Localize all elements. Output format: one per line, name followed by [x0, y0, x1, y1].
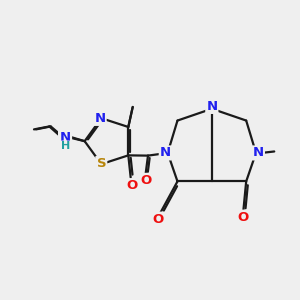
Text: N: N [206, 100, 218, 113]
Text: N: N [253, 146, 264, 159]
Text: N: N [59, 130, 70, 143]
Text: N: N [94, 112, 105, 125]
Text: S: S [97, 157, 106, 170]
Text: N: N [94, 112, 105, 125]
Text: O: O [140, 174, 151, 187]
Text: H: H [61, 142, 70, 152]
Text: N: N [60, 130, 71, 143]
Text: N: N [160, 146, 171, 159]
Text: O: O [153, 213, 164, 226]
Text: O: O [238, 211, 249, 224]
Text: S: S [97, 157, 106, 170]
Text: O: O [127, 179, 138, 192]
Text: H: H [60, 140, 69, 150]
